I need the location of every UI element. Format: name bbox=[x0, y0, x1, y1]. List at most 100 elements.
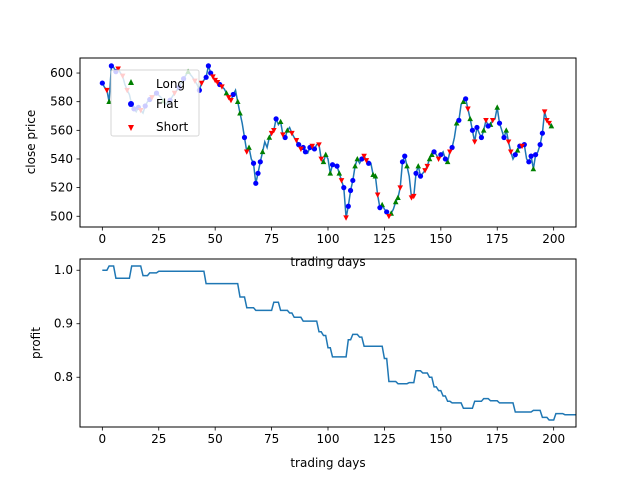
price-y-tick-label: 580 bbox=[50, 95, 73, 109]
long-marker bbox=[237, 110, 243, 116]
legend-long-label: Long bbox=[156, 77, 185, 91]
profit-y-tick-label: 0.8 bbox=[54, 370, 73, 384]
long-marker bbox=[548, 123, 555, 129]
flat-marker bbox=[431, 149, 437, 155]
price-y-tick-label: 560 bbox=[50, 123, 73, 137]
long-marker bbox=[284, 127, 291, 133]
price-x-tick-label: 175 bbox=[486, 232, 509, 246]
profit-x-tick-label: 175 bbox=[486, 432, 509, 446]
profit-x-axis-label: trading days bbox=[290, 456, 365, 470]
flat-marker bbox=[485, 123, 491, 129]
short-marker bbox=[228, 97, 234, 104]
long-marker bbox=[453, 120, 460, 126]
short-marker bbox=[243, 149, 250, 155]
price-y-tick-label: 500 bbox=[50, 209, 73, 223]
flat-marker bbox=[501, 134, 507, 141]
flat-marker bbox=[469, 127, 476, 133]
price-axes: 0 25 50 75 100 125 150 175 200 500 520 540 560 580 60… bbox=[24, 57, 577, 269]
long-marker bbox=[494, 104, 501, 110]
flat-marker bbox=[230, 91, 236, 98]
long-marker bbox=[327, 170, 334, 176]
legend: Long Flat Short bbox=[110, 69, 200, 137]
flat-marker bbox=[282, 134, 288, 141]
long-marker bbox=[322, 151, 329, 157]
short-marker bbox=[489, 118, 496, 124]
short-marker bbox=[219, 84, 225, 90]
long-marker bbox=[392, 198, 399, 205]
profit-x-tick-label: 25 bbox=[151, 432, 166, 446]
flat-marker bbox=[449, 144, 455, 151]
legend-frame bbox=[110, 69, 200, 137]
price-y-tick-label: 540 bbox=[50, 152, 73, 166]
price-y-axis-label: close price bbox=[24, 110, 38, 175]
flat-marker bbox=[413, 170, 419, 176]
short-marker bbox=[541, 109, 548, 115]
long-marker bbox=[514, 147, 521, 153]
short-marker bbox=[210, 74, 216, 80]
short-marker bbox=[447, 149, 453, 155]
profit-x-ticks: 0 25 50 75 100 125 150 175 200 bbox=[99, 427, 565, 446]
short-marker bbox=[198, 80, 205, 87]
flat-marker bbox=[329, 162, 336, 168]
flat-marker bbox=[377, 205, 383, 211]
flat-marker bbox=[253, 180, 259, 186]
short-marker bbox=[386, 213, 392, 220]
price-x-tick-label: 200 bbox=[542, 232, 565, 246]
legend-long-marker bbox=[128, 79, 134, 85]
flat-marker bbox=[347, 187, 354, 194]
short-marker bbox=[115, 66, 121, 72]
flat-marker bbox=[537, 142, 543, 148]
flat-marker bbox=[205, 63, 212, 69]
long-marker bbox=[223, 90, 230, 96]
flat-marker bbox=[241, 134, 248, 141]
short-marker bbox=[298, 146, 304, 152]
profit-x-tick-label: 125 bbox=[373, 432, 396, 446]
flat-marker bbox=[203, 74, 209, 80]
flat-marker bbox=[399, 159, 406, 165]
long-marker bbox=[372, 173, 379, 179]
long-marker bbox=[320, 158, 327, 165]
short-marker bbox=[318, 156, 325, 162]
legend-short-marker bbox=[128, 125, 134, 131]
price-x-tick-label: 75 bbox=[264, 232, 279, 246]
flat-marker bbox=[350, 177, 356, 184]
short-marker bbox=[280, 132, 286, 138]
profit-line bbox=[102, 265, 577, 421]
price-y-ticks: 500 520 540 560 580 600 bbox=[50, 66, 80, 223]
short-marker bbox=[289, 130, 295, 137]
short-marker bbox=[271, 128, 277, 134]
flat-marker bbox=[402, 153, 408, 159]
flat-marker bbox=[512, 152, 518, 158]
price-x-tick-label: 0 bbox=[99, 232, 107, 246]
flat-marker bbox=[250, 160, 257, 166]
legend-flat-marker bbox=[128, 101, 134, 107]
flat-marker bbox=[456, 117, 462, 123]
long-marker bbox=[266, 134, 273, 140]
flat-marker bbox=[296, 142, 302, 148]
long-marker bbox=[415, 163, 422, 169]
profit-x-tick-label: 150 bbox=[429, 432, 452, 446]
flat-marker bbox=[366, 160, 372, 166]
profit-x-tick-label: 75 bbox=[264, 432, 279, 446]
long-marker bbox=[277, 118, 284, 125]
price-x-tick-label: 150 bbox=[429, 232, 452, 246]
short-marker bbox=[546, 120, 552, 127]
long-marker bbox=[480, 127, 487, 133]
profit-y-tick-label: 0.9 bbox=[54, 317, 73, 331]
flat-marker bbox=[334, 163, 340, 169]
price-y-tick-label: 520 bbox=[50, 181, 73, 195]
price-x-tick-label: 100 bbox=[317, 232, 340, 246]
flat-marker bbox=[311, 146, 318, 152]
short-marker bbox=[507, 149, 514, 155]
short-marker bbox=[316, 142, 322, 148]
short-marker bbox=[225, 95, 232, 101]
long-marker bbox=[234, 98, 241, 104]
flat-marker bbox=[417, 173, 424, 179]
profit-y-axis-label: profit bbox=[29, 327, 43, 359]
short-marker bbox=[471, 139, 478, 145]
flat-marker bbox=[496, 120, 503, 126]
price-x-axis-label: trading days bbox=[290, 255, 365, 269]
profit-line-layer bbox=[102, 265, 577, 421]
long-marker bbox=[354, 155, 361, 162]
